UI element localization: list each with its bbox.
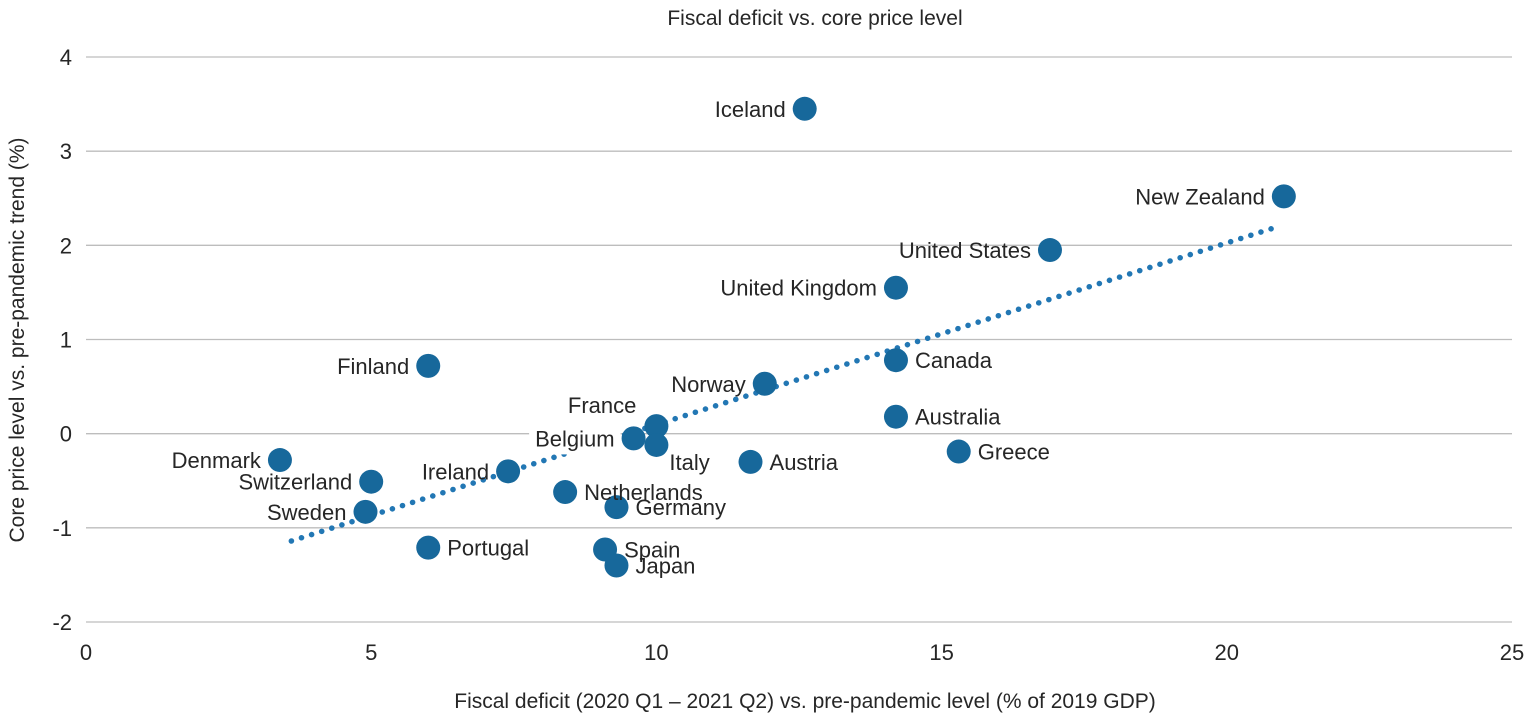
- data-point-australia: [883, 404, 908, 429]
- point-label-portugal: Portugal: [447, 536, 529, 561]
- point-label-finland: Finland: [337, 354, 409, 379]
- data-point-france: [644, 414, 669, 439]
- x-tick-label: 25: [1500, 640, 1524, 665]
- y-tick-label: 3: [60, 139, 72, 164]
- point-label-united-states: United States: [899, 238, 1031, 263]
- y-tick-label: 1: [60, 328, 72, 353]
- point-label-germany: Germany: [635, 495, 725, 520]
- trend-line: [288, 225, 1276, 544]
- point-label-norway: Norway: [671, 372, 746, 397]
- point-label-sweden: Sweden: [267, 500, 347, 525]
- point-label-canada: Canada: [915, 348, 993, 373]
- point-label-iceland: Iceland: [715, 97, 786, 122]
- data-point-belgium: [621, 426, 646, 451]
- y-tick-label: 0: [60, 422, 72, 447]
- x-tick-label: 15: [929, 640, 953, 665]
- y-tick-label: -1: [52, 516, 72, 541]
- x-tick-label: 0: [80, 640, 92, 665]
- data-point-ireland: [496, 459, 521, 484]
- point-label-france: France: [568, 393, 636, 418]
- point-label-greece: Greece: [978, 440, 1050, 465]
- data-point-austria: [738, 449, 763, 474]
- point-label-switzerland: Switzerland: [238, 470, 352, 495]
- point-label-netherlands: Netherlands: [584, 480, 703, 505]
- data-point-denmark: [267, 448, 292, 473]
- y-tick-label: -2: [52, 610, 72, 635]
- data-point-norway: [752, 371, 777, 396]
- y-axis-label: Core price level vs. pre-pandemic trend …: [6, 138, 29, 543]
- x-tick-label: 5: [365, 640, 377, 665]
- point-label-italy: Italy: [669, 450, 709, 475]
- data-point-germany: [604, 495, 629, 520]
- point-label-denmark: Denmark: [172, 448, 262, 473]
- y-tick-label: 2: [60, 233, 72, 258]
- label-highlight: [529, 423, 621, 455]
- data-point-sweden: [353, 499, 378, 524]
- data-point-greece: [946, 439, 971, 464]
- point-label-australia: Australia: [915, 405, 1001, 430]
- data-point-japan: [604, 553, 629, 578]
- point-label-spain: Spain: [624, 537, 680, 562]
- data-point-portugal: [416, 535, 441, 560]
- chart-title: Fiscal deficit vs. core price level: [667, 7, 962, 30]
- x-tick-label: 10: [644, 640, 668, 665]
- point-label-united-kingdom: United Kingdom: [720, 276, 877, 301]
- point-label-new-zealand: New Zealand: [1135, 184, 1265, 209]
- data-point-iceland: [792, 96, 817, 121]
- data-point-canada: [883, 348, 908, 373]
- data-point-united-states: [1037, 238, 1062, 263]
- x-axis-label: Fiscal deficit (2020 Q1 – 2021 Q2) vs. p…: [454, 690, 1156, 713]
- data-point-new-zealand: [1271, 184, 1296, 209]
- data-point-finland: [416, 353, 441, 378]
- point-label-austria: Austria: [770, 450, 839, 475]
- data-point-united-kingdom: [883, 275, 908, 300]
- point-label-belgium: Belgium: [535, 426, 614, 451]
- data-point-switzerland: [359, 469, 384, 494]
- point-label-ireland: Ireland: [422, 459, 489, 484]
- x-tick-label: 20: [1215, 640, 1239, 665]
- data-point-italy: [644, 432, 669, 457]
- y-tick-label: 4: [60, 45, 72, 70]
- point-label-japan: Japan: [635, 554, 695, 579]
- data-point-netherlands: [553, 480, 578, 505]
